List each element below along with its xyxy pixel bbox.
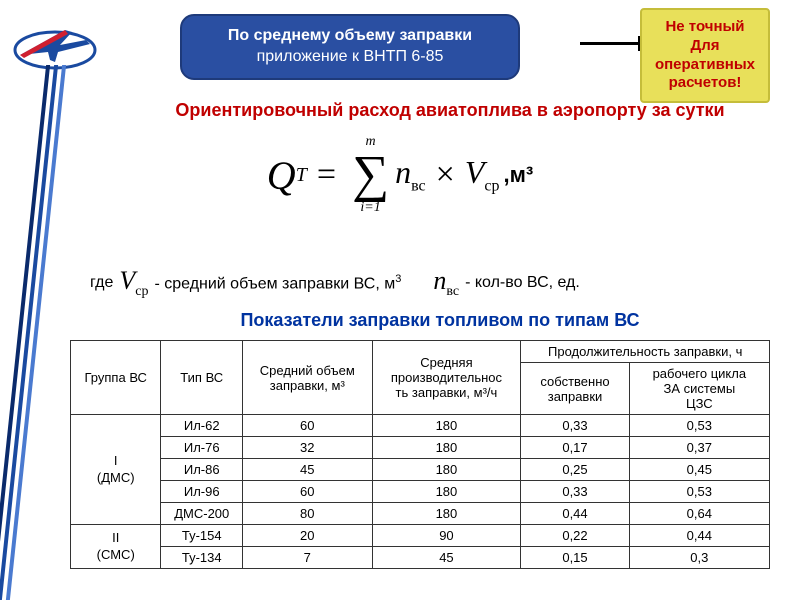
cell-vol: 60: [243, 481, 372, 503]
formula-lhs-sup: T: [296, 164, 307, 187]
callout-l1: Не точный: [665, 18, 744, 35]
cell-t1: 0,33: [521, 415, 629, 437]
cell-vol: 20: [243, 525, 372, 547]
cell-t1: 0,17: [521, 437, 629, 459]
th-rate: Средняя производительнос ть заправки, м³…: [372, 341, 521, 415]
where-desc1: - средний объем заправки ВС, м3: [154, 273, 401, 293]
th-group: Группа ВС: [71, 341, 161, 415]
callout-l4: расчетов!: [669, 74, 742, 91]
cell-vol: 7: [243, 547, 372, 569]
term2: Vср: [465, 154, 500, 195]
title-pill: По среднему объему заправки приложение к…: [180, 14, 520, 80]
cell-t1: 0,33: [521, 481, 629, 503]
cell-rate: 45: [372, 547, 521, 569]
cell-t2: 0,3: [629, 547, 769, 569]
cell-t2: 0,45: [629, 459, 769, 481]
fuel-table: Группа ВС Тип ВС Средний объем заправки,…: [70, 340, 770, 569]
title-line2: приложение к ВНТП 6-85: [257, 48, 444, 65]
where-sym2: nвс: [433, 266, 459, 300]
cell-vol: 32: [243, 437, 372, 459]
cell-vol: 80: [243, 503, 372, 525]
th-vol: Средний объем заправки, м³: [243, 341, 372, 415]
cell-t2: 0,53: [629, 415, 769, 437]
cell-rate: 180: [372, 503, 521, 525]
formula-unit: ,м³: [503, 162, 533, 188]
sigma-lower: i=1: [360, 201, 380, 215]
formula-lhs: Q: [267, 152, 296, 199]
cell-type: Ту-134: [161, 547, 243, 569]
cell-type: Ил-96: [161, 481, 243, 503]
table-row: II(СМС)Ту-15420900,220,44: [71, 525, 770, 547]
cell-type: Ту-154: [161, 525, 243, 547]
th-duration: Продолжительность заправки, ч: [521, 341, 770, 363]
side-stripes: [18, 65, 48, 600]
cell-t1: 0,22: [521, 525, 629, 547]
cell-t2: 0,44: [629, 525, 769, 547]
callout-l3: оперативных: [655, 56, 755, 73]
cell-rate: 180: [372, 437, 521, 459]
cell-rate: 90: [372, 525, 521, 547]
th-type: Тип ВС: [161, 341, 243, 415]
where-sym1: Vср: [119, 266, 148, 300]
table-row: Ил-96601800,330,53: [71, 481, 770, 503]
term1: nвс: [395, 154, 426, 195]
title-line1: По среднему объему заправки: [228, 27, 472, 44]
table-row: Ил-86451800,250,45: [71, 459, 770, 481]
callout-box: Не точный Для оперативных расчетов!: [640, 8, 770, 103]
cell-t2: 0,37: [629, 437, 769, 459]
cell-rate: 180: [372, 415, 521, 437]
callout-l2: Для: [691, 37, 720, 54]
formula-eq: =: [317, 156, 336, 194]
cell-t1: 0,15: [521, 547, 629, 569]
cell-type: ДМС-200: [161, 503, 243, 525]
cell-type: Ил-76: [161, 437, 243, 459]
cell-type: Ил-86: [161, 459, 243, 481]
table-wrap: Группа ВС Тип ВС Средний объем заправки,…: [70, 340, 770, 569]
times: ×: [436, 156, 455, 194]
table-row: Ту-1347450,150,3: [71, 547, 770, 569]
blue-heading: Показатели заправки топливом по типам ВС: [140, 310, 740, 331]
table-row: Ил-76321800,170,37: [71, 437, 770, 459]
cell-rate: 180: [372, 481, 521, 503]
cell-t1: 0,25: [521, 459, 629, 481]
cell-vol: 60: [243, 415, 372, 437]
group-cell: II(СМС): [71, 525, 161, 569]
table-row: I(ДМС)Ил-62601800,330,53: [71, 415, 770, 437]
cell-vol: 45: [243, 459, 372, 481]
where-desc2: - кол-во ВС, ед.: [465, 274, 580, 292]
group-cell: I(ДМС): [71, 415, 161, 525]
where-prefix: где: [90, 274, 113, 292]
where-line: где Vср - средний объем заправки ВС, м3 …: [90, 266, 740, 300]
formula: QT = m ∑ i=1 nвс × Vср ,м³: [170, 135, 630, 215]
red-heading: Ориентировочный расход авиатоплива в аэр…: [140, 100, 760, 121]
cell-t2: 0,64: [629, 503, 769, 525]
cell-type: Ил-62: [161, 415, 243, 437]
th-t1: собственно заправки: [521, 363, 629, 415]
cell-rate: 180: [372, 459, 521, 481]
sigma: m ∑ i=1: [352, 135, 389, 215]
th-t2: рабочего цикла ЗА системы ЦЗС: [629, 363, 769, 415]
callout-connector: [580, 42, 640, 45]
cell-t1: 0,44: [521, 503, 629, 525]
cell-t2: 0,53: [629, 481, 769, 503]
table-row: ДМС-200801800,440,64: [71, 503, 770, 525]
